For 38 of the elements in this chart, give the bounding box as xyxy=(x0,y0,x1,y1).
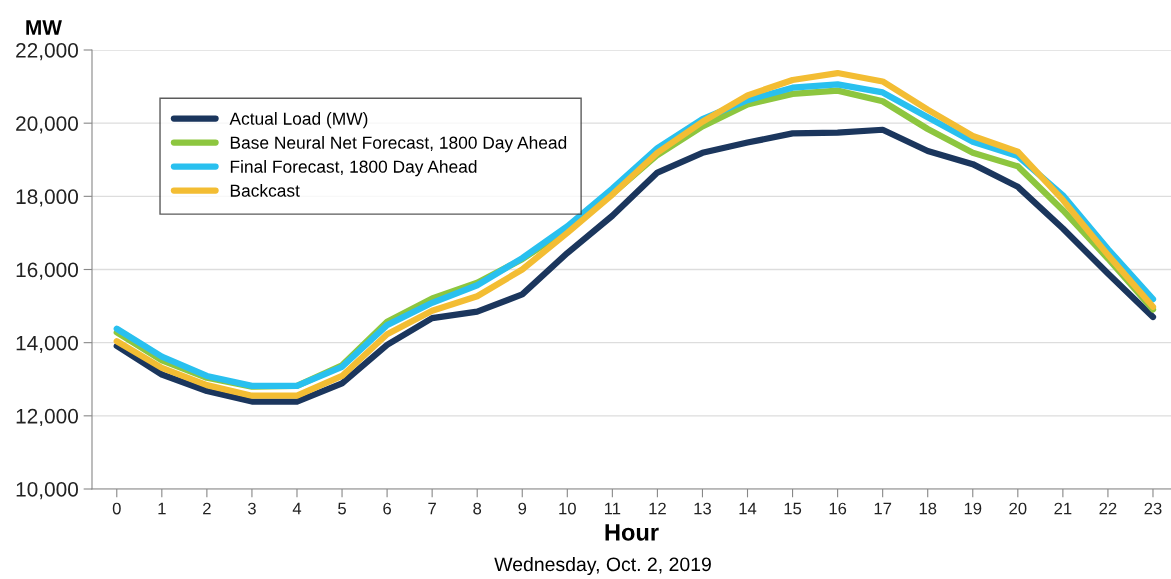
legend-label: Backcast xyxy=(230,184,300,197)
x-tick-label: 17 xyxy=(874,502,892,515)
x-tick-label: 2 xyxy=(203,502,211,515)
x-tick-label: 5 xyxy=(338,502,346,515)
legend-label: Actual Load (MW) xyxy=(229,112,368,129)
x-tick-label: 8 xyxy=(473,502,482,515)
x-tick-label: 16 xyxy=(829,502,847,515)
x-tick-label: 20 xyxy=(1009,502,1027,515)
y-tick-label: 18,000 xyxy=(16,189,78,207)
x-axis-title: Hour xyxy=(605,524,659,541)
x-tick-label: 15 xyxy=(784,502,802,515)
legend-label: Base Neural Net Forecast, 1800 Day Ahead xyxy=(230,136,567,153)
x-tick-label: 21 xyxy=(1054,502,1072,515)
y-tick-label: 22,000 xyxy=(16,43,78,61)
x-tick-label: 0 xyxy=(112,502,121,515)
y-axis-title: MW xyxy=(26,20,62,35)
x-tick-label: 14 xyxy=(739,502,757,515)
y-tick-label: 12,000 xyxy=(16,408,78,427)
x-tick-label: 4 xyxy=(292,502,302,515)
text: Wednesday, Oct. 2, 2019 xyxy=(494,556,711,576)
y-tick-label: 14,000 xyxy=(16,335,78,353)
x-tick-label: 10 xyxy=(559,502,576,515)
y-tick-label: 16,000 xyxy=(16,262,78,280)
x-tick-label: 12 xyxy=(649,502,666,515)
x-tick-label: 6 xyxy=(383,502,391,515)
legend-label: Final Forecast, 1800 Day Ahead xyxy=(230,160,477,177)
y-tick-label: 10,000 xyxy=(16,482,78,500)
x-tick-label: 1 xyxy=(158,502,166,515)
x-tick-label: 19 xyxy=(964,502,982,515)
x-tick-label: 11 xyxy=(604,502,621,515)
x-tick-label: 7 xyxy=(428,502,436,515)
x-tick-label: 22 xyxy=(1099,502,1117,515)
x-tick-label: 18 xyxy=(919,502,937,515)
x-tick-label: 13 xyxy=(694,502,711,515)
y-tick-label: 20,000 xyxy=(16,116,78,134)
x-tick-label: 9 xyxy=(518,502,527,515)
x-tick-label: 3 xyxy=(247,502,256,515)
x-tick-label: 23 xyxy=(1144,502,1162,515)
